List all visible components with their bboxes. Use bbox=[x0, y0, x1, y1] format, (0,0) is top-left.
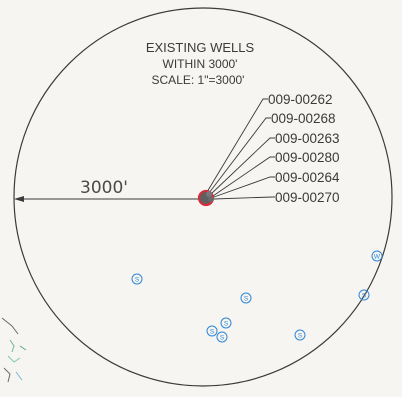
well-marker: S bbox=[220, 317, 232, 329]
svg-text:S: S bbox=[224, 321, 229, 328]
well-marker: S bbox=[240, 292, 252, 304]
svg-text:S: S bbox=[362, 293, 367, 300]
well-marker: S bbox=[358, 289, 370, 301]
title-line-2: WITHIN 3000' bbox=[163, 57, 238, 71]
svg-text:S: S bbox=[210, 329, 215, 336]
svg-text:S: S bbox=[135, 277, 140, 284]
center-well-cluster bbox=[197, 189, 215, 207]
well-id-label: 009-00262 bbox=[268, 92, 333, 107]
radius-label: 3000' bbox=[80, 178, 128, 198]
well-marker: S bbox=[131, 273, 143, 285]
well-markers: S S S S S S S bbox=[131, 250, 383, 343]
leader-lines bbox=[206, 98, 275, 200]
svg-text:S: S bbox=[220, 335, 225, 342]
well-marker: W bbox=[371, 250, 383, 262]
svg-text:W: W bbox=[374, 254, 381, 261]
svg-text:S: S bbox=[298, 333, 303, 340]
well-marker: S bbox=[206, 325, 218, 337]
arrowhead-icon bbox=[14, 196, 24, 202]
map-fragment bbox=[1, 317, 27, 383]
well-id-label: 009-00268 bbox=[271, 111, 336, 126]
well-id-label: 009-00280 bbox=[275, 150, 340, 165]
well-id-label: 009-00264 bbox=[275, 170, 340, 185]
radius-circle bbox=[13, 7, 393, 387]
well-id-label: 009-00270 bbox=[275, 190, 340, 205]
well-marker: S bbox=[216, 331, 228, 343]
well-marker: S bbox=[294, 329, 306, 341]
title-line-3: SCALE: 1"=3000' bbox=[152, 73, 245, 87]
well-id-label: 009-00263 bbox=[275, 131, 340, 146]
svg-text:S: S bbox=[244, 296, 249, 303]
title-line-1: EXISTING WELLS bbox=[146, 40, 255, 55]
